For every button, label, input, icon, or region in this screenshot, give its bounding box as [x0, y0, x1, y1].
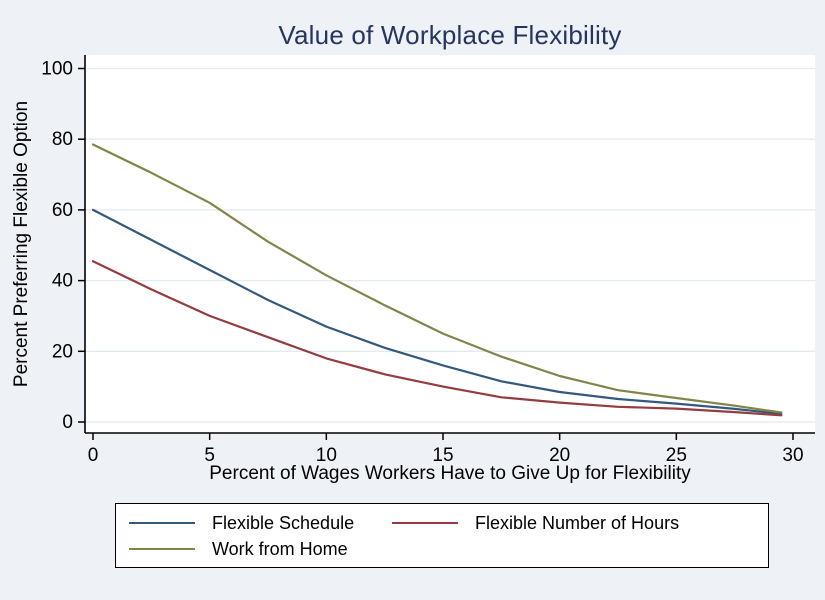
legend-label-flexible-number-of-hours: Flexible Number of Hours — [475, 512, 680, 533]
legend-line-swatch-flexible-schedule — [129, 521, 195, 524]
y-tick-label: 80 — [52, 129, 73, 150]
legend-item-flexible-number-of-hours: Flexible Number of Hours — [392, 514, 768, 532]
series-line-flexible-number-of-hours — [91, 260, 783, 417]
y-axis-title: Percent Preferring Flexible Option — [11, 100, 32, 388]
x-tick-label: 20 — [549, 445, 570, 466]
x-tick-label: 5 — [204, 445, 215, 466]
y-tick-label: 100 — [41, 59, 73, 80]
legend-item-work-from-home: Work from Home — [129, 540, 392, 558]
chart-title: Value of Workplace Flexibility — [278, 20, 622, 50]
legend: Flexible Schedule Flexible Number of Hou… — [115, 503, 769, 568]
series-line-work-from-home — [91, 143, 783, 414]
x-tick-label: 25 — [666, 445, 687, 466]
y-tick-label: 60 — [52, 200, 73, 221]
y-tick-label: 0 — [62, 412, 73, 433]
legend-line-swatch-work-from-home — [129, 547, 195, 550]
plot-background — [85, 55, 815, 433]
x-tick-label: 0 — [88, 445, 99, 466]
y-tick-label: 20 — [52, 341, 73, 362]
legend-line-swatch-flexible-number-of-hours — [392, 521, 458, 524]
x-tick-label: 30 — [782, 445, 803, 466]
legend-label-flexible-schedule: Flexible Schedule — [212, 512, 355, 533]
series-line-flexible-schedule — [91, 208, 783, 415]
x-axis-title: Percent of Wages Workers Have to Give Up… — [209, 463, 691, 484]
x-tick-label: 10 — [316, 445, 337, 466]
legend-label-work-from-home: Work from Home — [212, 538, 348, 559]
x-tick-label: 15 — [432, 445, 453, 466]
legend-item-flexible-schedule: Flexible Schedule — [129, 514, 392, 532]
y-tick-label: 40 — [52, 271, 73, 292]
